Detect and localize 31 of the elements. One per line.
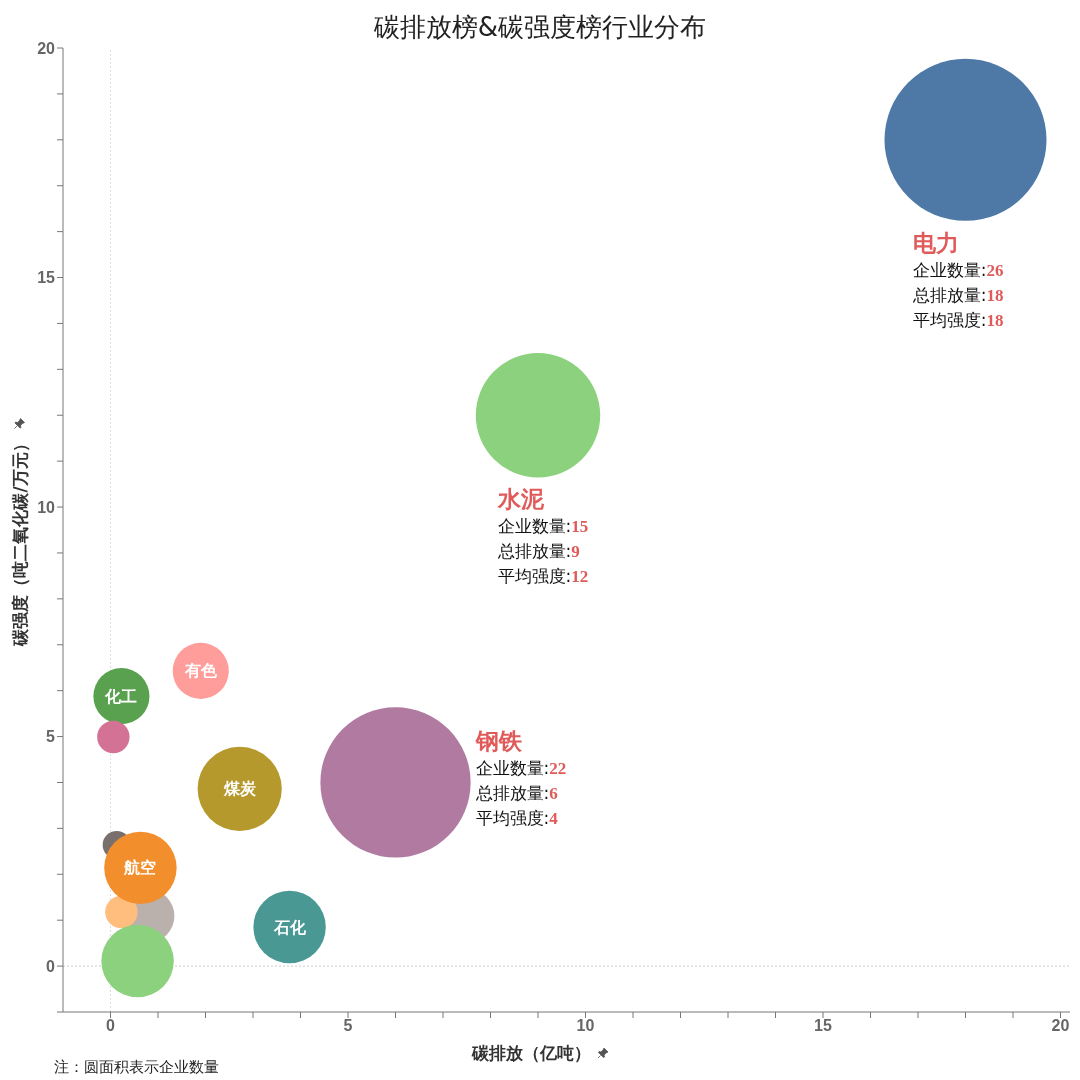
annotation: 钢铁 bbox=[474, 727, 523, 754]
annotation: 水泥 bbox=[496, 486, 545, 513]
y-tick-label: 15 bbox=[37, 269, 56, 287]
annotation: 总排放量:9 bbox=[496, 541, 580, 562]
x-tick-label: 10 bbox=[576, 1017, 595, 1035]
annotation: 航空 bbox=[123, 858, 157, 878]
annotation: 有色 bbox=[183, 661, 218, 681]
x-tick-label: 5 bbox=[343, 1017, 353, 1035]
annotation: 企业数量:26 bbox=[912, 259, 1004, 280]
annotation: 电力 bbox=[912, 229, 959, 256]
annotation: 总排放量:6 bbox=[474, 782, 558, 803]
annotation: 平均强度:4 bbox=[475, 807, 559, 828]
y-axis-title: 碳强度（吨二氧化碳/万元） bbox=[8, 434, 31, 649]
annotation: 企业数量:15 bbox=[497, 516, 589, 537]
annotation: 化工 bbox=[104, 686, 138, 706]
annotation: 石化 bbox=[272, 917, 307, 937]
x-tick-label: 20 bbox=[1051, 1017, 1070, 1035]
chart-title: 碳排放榜&碳强度榜行业分布 bbox=[373, 12, 707, 42]
y-tick-label: 0 bbox=[46, 957, 56, 975]
x-tick-label: 15 bbox=[814, 1017, 832, 1035]
y-tick-label: 10 bbox=[37, 498, 56, 516]
text: 注：圆面积表示企业数量 bbox=[54, 1058, 219, 1077]
annotation: 总排放量:18 bbox=[911, 284, 1004, 305]
y-tick-label: 5 bbox=[46, 728, 56, 746]
x-axis-title: 碳排放（亿吨） bbox=[471, 1043, 591, 1063]
y-tick-label: 20 bbox=[37, 39, 56, 57]
x-tick-label: 0 bbox=[106, 1017, 116, 1035]
annotation: 煤炭 bbox=[222, 779, 257, 799]
annotation: 平均强度:18 bbox=[912, 309, 1004, 330]
annotation: 平均强度:12 bbox=[497, 566, 589, 587]
annotation: 企业数量:22 bbox=[475, 757, 567, 778]
